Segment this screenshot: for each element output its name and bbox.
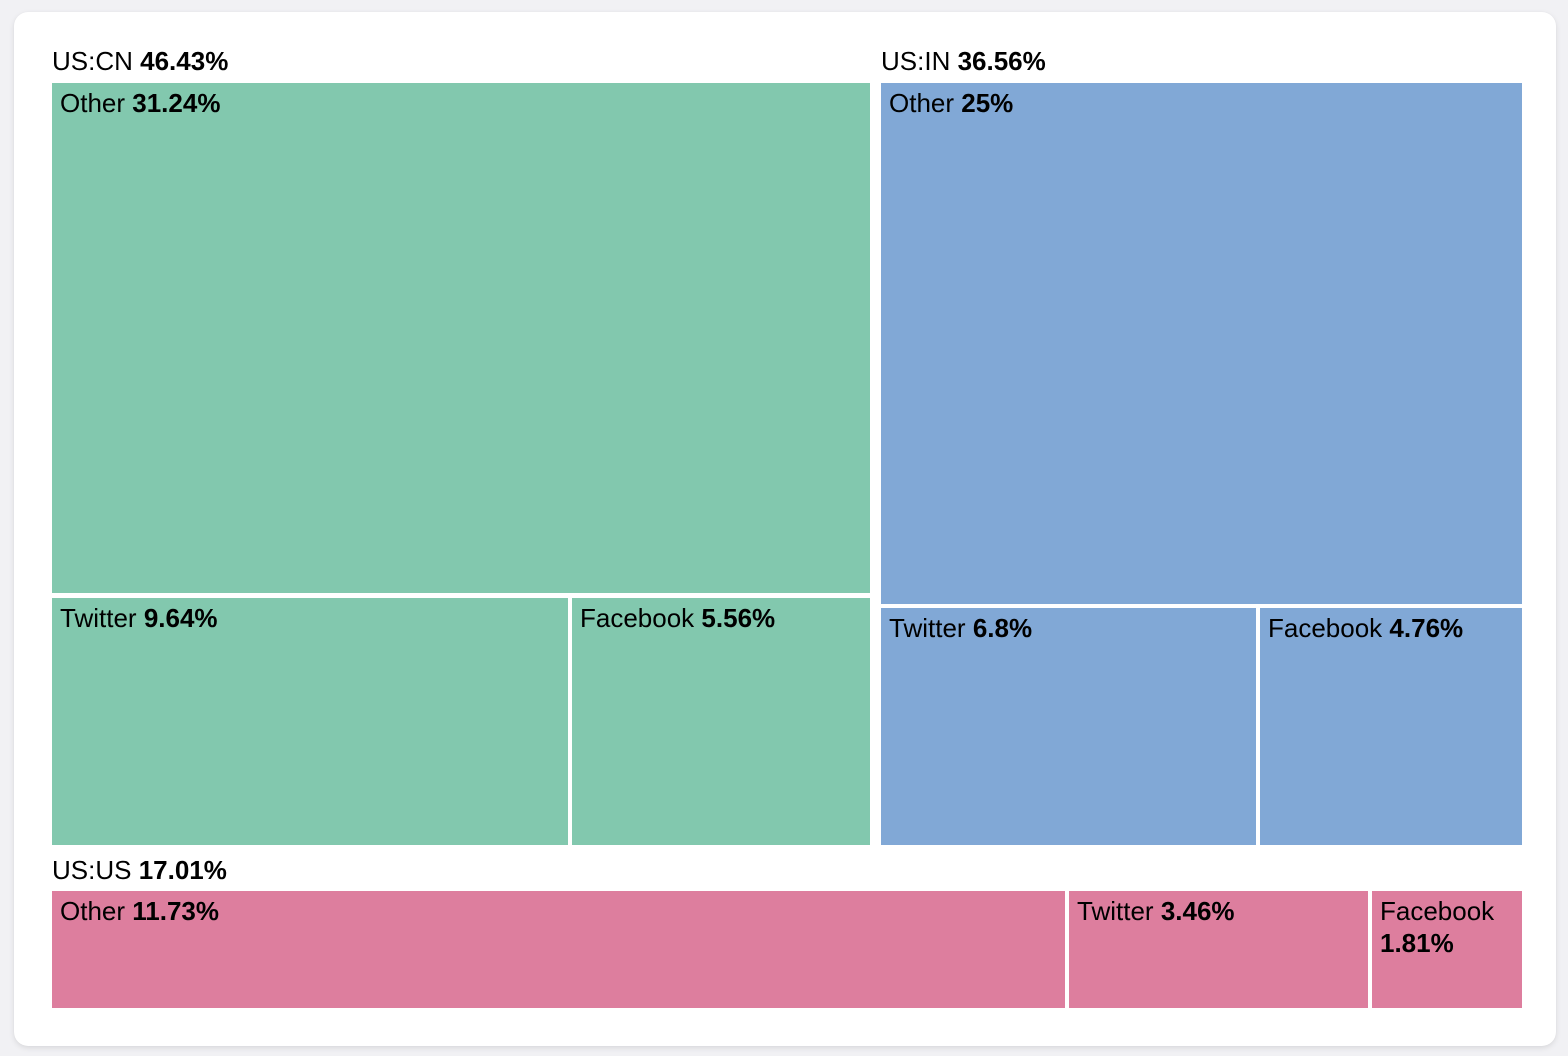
cell-percent: 6.8% <box>972 613 1033 643</box>
group-percent: 46.43% <box>140 46 229 76</box>
group-name: US:IN <box>881 46 951 76</box>
treemap-cell-us-cn-twitter[interactable]: Twitter 9.64% <box>52 598 568 845</box>
cell-percent: 31.24% <box>132 88 221 118</box>
cell-label: Other <box>889 88 955 118</box>
cell-label: Twitter <box>60 603 137 633</box>
treemap-cell-us-in-facebook[interactable]: Facebook 4.76% <box>1260 608 1522 845</box>
treemap-cell-us-in-twitter[interactable]: Twitter 6.8% <box>881 608 1256 845</box>
group-percent: 17.01% <box>138 855 227 885</box>
cell-label: Facebook <box>1380 896 1495 926</box>
treemap-card: US:CN 46.43% US:IN 36.56% US:US 17.01% O… <box>14 12 1556 1046</box>
group-header-us-in: US:IN 36.56% <box>881 44 1046 78</box>
group-name: US:US <box>52 855 132 885</box>
group-header-us-cn: US:CN 46.43% <box>52 44 228 78</box>
treemap-cell-us-us-twitter[interactable]: Twitter 3.46% <box>1069 891 1368 1008</box>
treemap-cell-us-cn-other[interactable]: Other 31.24% <box>52 83 870 593</box>
cell-label: Facebook <box>580 603 695 633</box>
treemap-cell-us-cn-facebook[interactable]: Facebook 5.56% <box>572 598 870 845</box>
cell-label: Twitter <box>1077 896 1154 926</box>
cell-percent: 4.76% <box>1389 613 1464 643</box>
cell-label: Twitter <box>889 613 966 643</box>
cell-percent: 5.56% <box>701 603 776 633</box>
cell-percent: 25% <box>961 88 1014 118</box>
cell-label: Facebook <box>1268 613 1383 643</box>
group-name: US:CN <box>52 46 133 76</box>
group-percent: 36.56% <box>957 46 1046 76</box>
cell-label: Other <box>60 896 126 926</box>
group-header-us-us: US:US 17.01% <box>52 853 227 887</box>
cell-percent: 3.46% <box>1160 896 1235 926</box>
treemap-cell-us-in-other[interactable]: Other 25% <box>881 83 1522 604</box>
cell-percent: 1.81% <box>1380 928 1454 958</box>
cell-percent: 11.73% <box>132 896 220 926</box>
treemap-cell-us-us-facebook[interactable]: Facebook 1.81% <box>1372 891 1522 1008</box>
cell-percent: 9.64% <box>143 603 218 633</box>
treemap-cell-us-us-other[interactable]: Other 11.73% <box>52 891 1065 1008</box>
cell-label: Other <box>60 88 126 118</box>
